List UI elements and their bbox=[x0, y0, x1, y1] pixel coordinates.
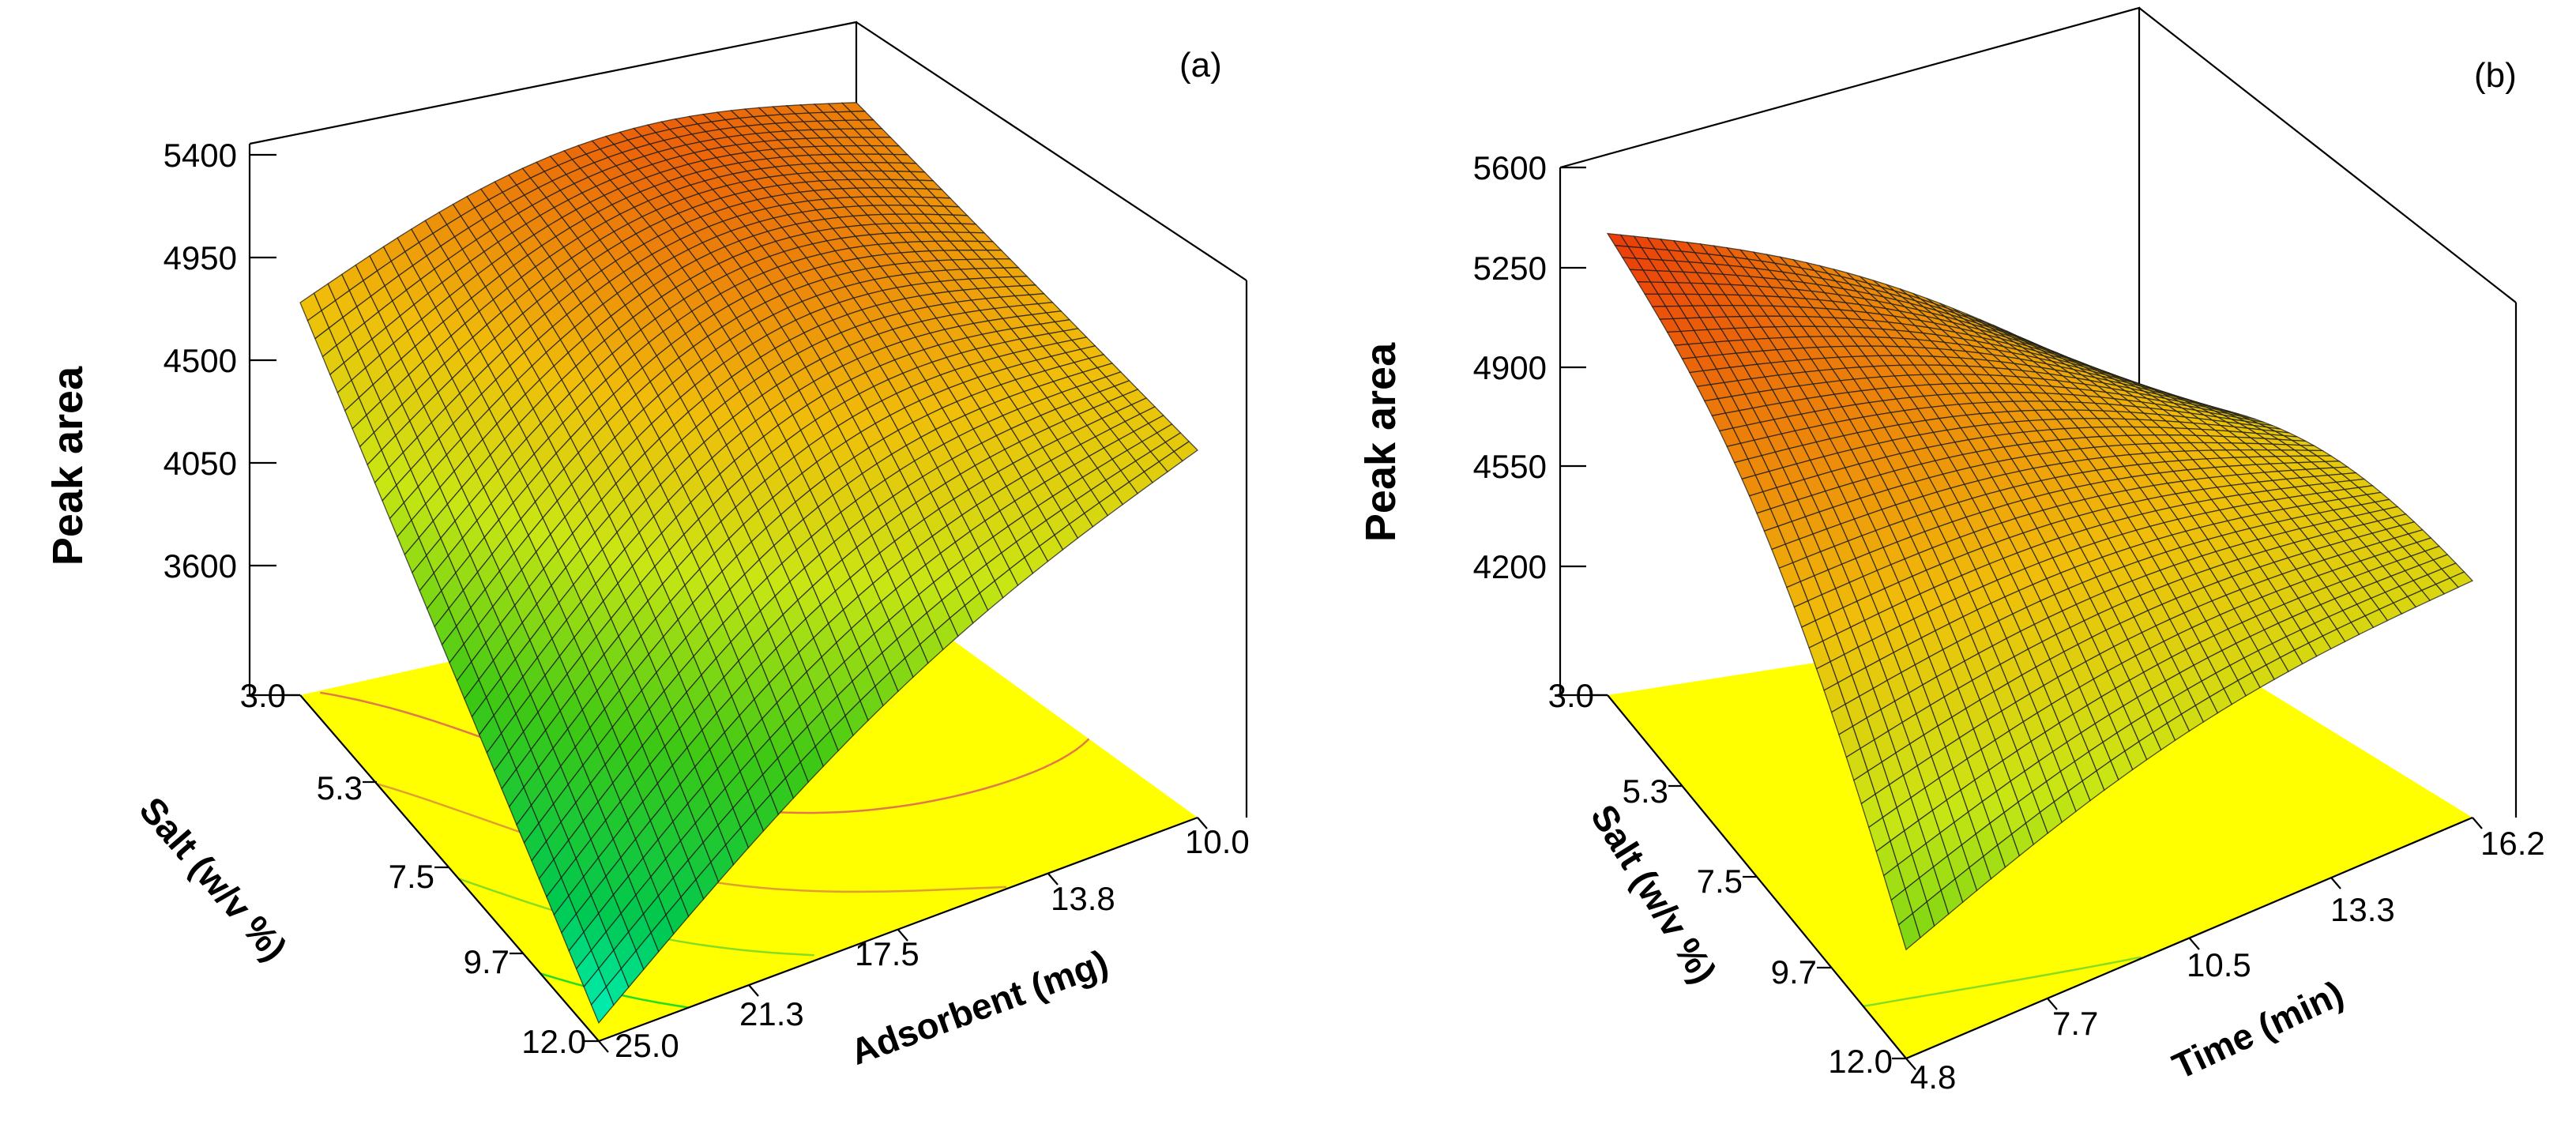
z-tick-label: 4900 bbox=[1473, 349, 1547, 386]
panel-label: (b) bbox=[2474, 56, 2517, 95]
x-tick-label: 16.2 bbox=[2480, 825, 2545, 862]
contour-line bbox=[1863, 956, 2142, 1008]
panel-b-y-axis: 3.0 5.3 7.5 9.7 12.0 bbox=[1548, 677, 1906, 1080]
y-tick-label: 12.0 bbox=[1828, 1043, 1893, 1080]
panel-a-surface bbox=[299, 102, 1198, 1025]
z-axis-title: Peak area bbox=[44, 366, 92, 566]
z-tick-label: 5600 bbox=[1473, 149, 1547, 186]
z-tick-label: 3600 bbox=[164, 547, 237, 585]
x-tick-label: 17.5 bbox=[855, 935, 919, 972]
panel-b: 5600 5250 4900 4550 4200 3.0 5.3 7.5 9.7… bbox=[1357, 6, 2545, 1096]
z-tick-label: 5250 bbox=[1473, 250, 1547, 287]
panel-b-x-axis: 4.8 7.7 10.5 13.3 16.2 bbox=[1905, 817, 2545, 1096]
y-tick-label: 5.3 bbox=[317, 769, 363, 807]
x-tick-label: 13.8 bbox=[1051, 880, 1115, 917]
z-tick-label: 4200 bbox=[1473, 548, 1547, 585]
panel-b-surface bbox=[1606, 232, 2474, 951]
y-tick-label: 5.3 bbox=[1623, 773, 1668, 810]
x-tick-label: 10.0 bbox=[1185, 823, 1250, 860]
z-tick-label: 4550 bbox=[1473, 448, 1547, 485]
contour-line bbox=[376, 783, 1007, 893]
x-tick-label: 4.8 bbox=[1910, 1058, 1956, 1096]
x-tick-label: 7.7 bbox=[2052, 1005, 2098, 1042]
y-tick-label: 7.5 bbox=[389, 858, 434, 895]
panel-a-z-axis: 5400 4950 4500 4050 3600 bbox=[164, 137, 276, 585]
y-axis-title: Salt (w/v %) bbox=[132, 789, 295, 968]
x-tick-label: 21.3 bbox=[739, 995, 804, 1032]
y-tick-label: 9.7 bbox=[1771, 953, 1817, 991]
y-tick-label: 3.0 bbox=[1548, 677, 1594, 714]
z-tick-label: 5400 bbox=[164, 137, 237, 174]
y-tick-label: 7.5 bbox=[1697, 863, 1743, 900]
x-tick-label: 25.0 bbox=[615, 1027, 679, 1064]
z-axis-title: Peak area bbox=[1357, 342, 1405, 542]
z-tick-label: 4500 bbox=[164, 342, 237, 379]
x-tick-label: 10.5 bbox=[2187, 946, 2251, 983]
panel-a-x-axis: 25.0 21.3 17.5 13.8 10.0 bbox=[598, 817, 1250, 1064]
z-tick-label: 4950 bbox=[164, 239, 237, 276]
y-tick-label: 3.0 bbox=[240, 677, 286, 714]
x-tick-label: 13.3 bbox=[2330, 891, 2395, 928]
panel-label: (a) bbox=[1179, 46, 1222, 85]
y-tick-label: 9.7 bbox=[464, 943, 510, 980]
contour-line bbox=[320, 691, 1090, 814]
panel-a: 5400 4950 4500 4050 3600 3.0 5.3 7.5 9.7… bbox=[44, 21, 1250, 1073]
x-axis-title: Time (min) bbox=[2166, 972, 2349, 1087]
surface-cell bbox=[2449, 571, 2474, 588]
surface-cell bbox=[1173, 441, 1198, 462]
panel-a-y-axis: 3.0 5.3 7.5 9.7 12.0 bbox=[240, 677, 599, 1060]
y-tick-label: 12.0 bbox=[521, 1023, 586, 1060]
panel-b-contours bbox=[1863, 956, 2142, 1008]
z-tick-label: 4050 bbox=[164, 445, 237, 482]
panel-b-z-axis: 5600 5250 4900 4550 4200 bbox=[1473, 149, 1586, 585]
